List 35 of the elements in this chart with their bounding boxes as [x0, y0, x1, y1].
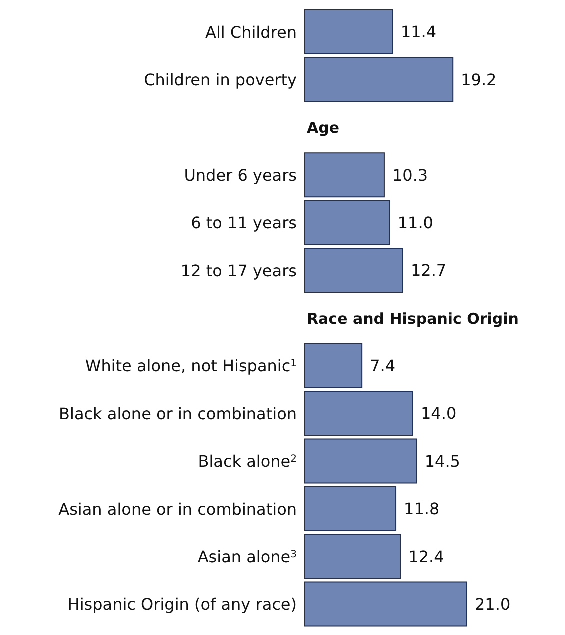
y-tick-label: White alone, not Hispanic$^{1}$ — [85, 356, 297, 376]
bar — [304, 486, 397, 532]
y-tick-label: Black alone or in combination — [59, 404, 297, 424]
data-label: 12.7 — [410, 261, 447, 280]
data-label: 19.2 — [461, 70, 497, 90]
y-tick-label: Age — [307, 119, 340, 138]
bar — [304, 152, 385, 198]
bar — [304, 248, 404, 293]
bar — [304, 10, 394, 54]
data-label: 10.3 — [392, 166, 428, 185]
y-tick-label: Black alone$^{2}$ — [198, 452, 297, 472]
y-tick-label: Children in poverty — [144, 70, 297, 90]
y-tick-label: Hispanic Origin (of any race) — [68, 595, 297, 614]
data-label: 12.4 — [408, 547, 444, 566]
bar — [304, 391, 414, 436]
bar — [304, 438, 418, 484]
y-tick-label: Race and Hispanic Origin — [307, 310, 519, 328]
y-tick-label: 12 to 17 years — [180, 261, 297, 280]
data-label: 21.0 — [475, 594, 511, 614]
y-tick-label: All Children — [206, 22, 297, 42]
bar — [304, 200, 390, 246]
y-tick-label: 6 to 11 years — [191, 214, 297, 233]
bar — [304, 582, 468, 627]
data-label: 14.5 — [424, 452, 460, 471]
y-tick-label: Under 6 years — [184, 166, 297, 185]
bar — [304, 343, 363, 388]
data-label: 14.0 — [421, 404, 457, 424]
data-label: 11.0 — [398, 213, 434, 232]
data-label: 11.4 — [400, 22, 437, 42]
y-tick-label: Asian alone or in combination — [58, 500, 297, 519]
data-label: 7.4 — [370, 356, 396, 376]
bar — [304, 534, 402, 580]
y-tick-label: Asian alone$^{3}$ — [198, 547, 297, 566]
data-label: 11.8 — [404, 500, 440, 519]
bar — [304, 57, 454, 102]
